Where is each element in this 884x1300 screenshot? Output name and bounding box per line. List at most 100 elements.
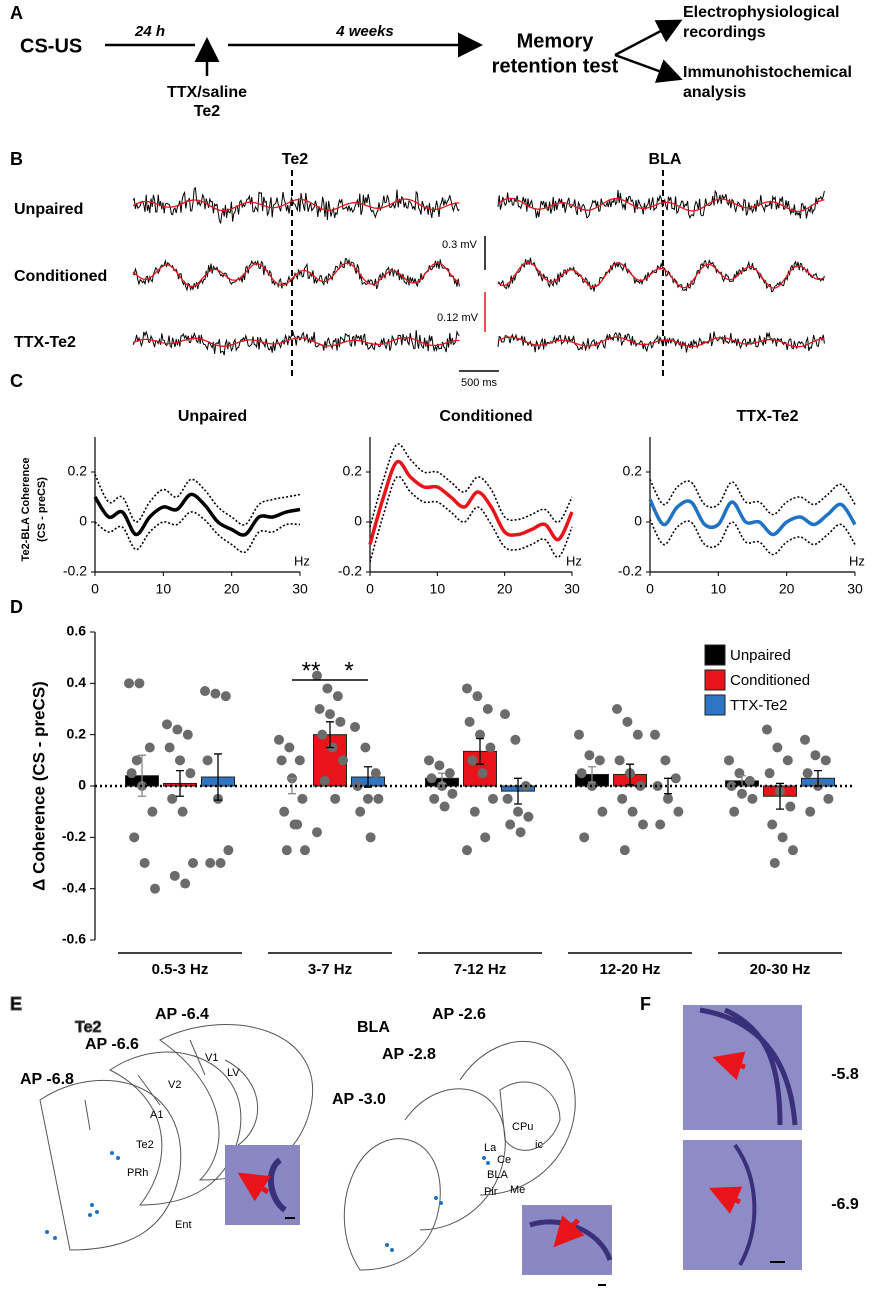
data-point (480, 832, 491, 843)
data-point (370, 768, 381, 779)
chart-title: TTX-Te2 (737, 408, 799, 425)
chart-title: Conditioned (439, 408, 532, 425)
histology-feature (733, 1143, 757, 1266)
data-point (325, 709, 335, 720)
site (90, 1203, 94, 1207)
x-axis-label: Hz (566, 553, 582, 568)
site (434, 1196, 438, 1200)
significance-label: ** (302, 657, 321, 684)
x-tick-label: 3-7 Hz (308, 961, 352, 978)
mean-line (93, 492, 301, 537)
error-bar (514, 777, 522, 805)
x-axis-label: Hz (849, 553, 865, 568)
data-point (482, 704, 493, 714)
data-point (312, 827, 322, 838)
section-label: AP -6.4 (155, 1006, 209, 1023)
data-point (147, 806, 158, 817)
site (110, 1151, 114, 1155)
scale-label: 0.12 mV (437, 312, 479, 324)
data-point (317, 729, 328, 740)
mean-line (648, 498, 857, 537)
area-border (189, 1039, 206, 1076)
confidence-band (369, 475, 573, 563)
data-point (574, 729, 584, 740)
data-point (188, 858, 198, 868)
data-point (617, 793, 628, 804)
data-point (823, 793, 834, 804)
data-point (576, 768, 587, 779)
x-tick-label: 0 (646, 581, 654, 597)
data-point (594, 755, 605, 766)
data-point (505, 819, 516, 830)
section-label: AP -3.0 (332, 1091, 386, 1108)
data-point (477, 768, 488, 779)
area-label: Pir (484, 1186, 498, 1198)
legend-label: Unpaired (730, 647, 791, 664)
data-point (129, 832, 140, 843)
arrow (708, 1186, 743, 1214)
data-point (627, 806, 638, 817)
data-point (167, 793, 178, 804)
data-point (622, 716, 633, 727)
confidence-band (369, 443, 573, 528)
x-tick-label: 0.5-3 Hz (152, 961, 209, 978)
error-bar (214, 753, 222, 801)
filtered-trace (132, 198, 460, 212)
data-point (426, 773, 437, 784)
x-tick-label: 0 (91, 581, 99, 597)
data-point (297, 793, 308, 804)
y-tick-label: 0 (78, 777, 86, 793)
data-point (177, 806, 188, 817)
legend-label: Conditioned (730, 672, 810, 689)
x-tick-label: 20 (497, 581, 513, 597)
data-point (144, 742, 155, 753)
brain-section (404, 1088, 506, 1231)
brain-section (109, 1051, 242, 1206)
data-point (279, 806, 290, 817)
histology-image (225, 1145, 300, 1225)
data-point (434, 760, 445, 771)
trace (497, 257, 825, 293)
section-label: -6.9 (831, 1196, 859, 1213)
site (45, 1230, 49, 1234)
data-point (767, 819, 778, 830)
x-tick-label: 10 (156, 581, 172, 597)
x-tick-label: 10 (711, 581, 727, 597)
data-point (335, 716, 346, 727)
scale-label: 500 ms (461, 377, 498, 389)
data-point (655, 819, 666, 830)
data-point (363, 793, 373, 804)
test-label: retention test (492, 55, 619, 77)
panel-label: B (10, 149, 23, 169)
outcome-label: analysis (683, 84, 746, 101)
site (116, 1156, 120, 1160)
data-point (729, 806, 740, 817)
panel-label: F (640, 994, 651, 1014)
data-point (124, 678, 134, 689)
data-point (175, 755, 185, 766)
data-point (638, 819, 648, 830)
data-point (284, 742, 295, 753)
region-label: BLA (357, 1019, 390, 1036)
data-point (223, 845, 234, 856)
data-point (322, 683, 333, 694)
error-bar (176, 769, 184, 797)
data-point (670, 773, 681, 784)
data-point (164, 742, 175, 753)
y-tick-label: 0.2 (68, 463, 88, 479)
site (385, 1243, 389, 1247)
treatment-label: TTX/saline (167, 84, 247, 101)
y-axis-label: Te2-BLA Coherence (20, 458, 32, 562)
data-point (220, 691, 231, 702)
data-point (673, 806, 684, 817)
data-point (597, 806, 608, 817)
data-point (126, 768, 137, 779)
y-tick-label: -0.2 (62, 828, 86, 844)
confidence-band (94, 474, 301, 526)
data-point (365, 832, 376, 843)
x-tick-label: 0 (366, 581, 374, 597)
data-point (747, 793, 758, 804)
y-tick-label: 0 (354, 513, 362, 529)
start-label: CS-US (20, 35, 82, 57)
data-point (475, 729, 485, 740)
